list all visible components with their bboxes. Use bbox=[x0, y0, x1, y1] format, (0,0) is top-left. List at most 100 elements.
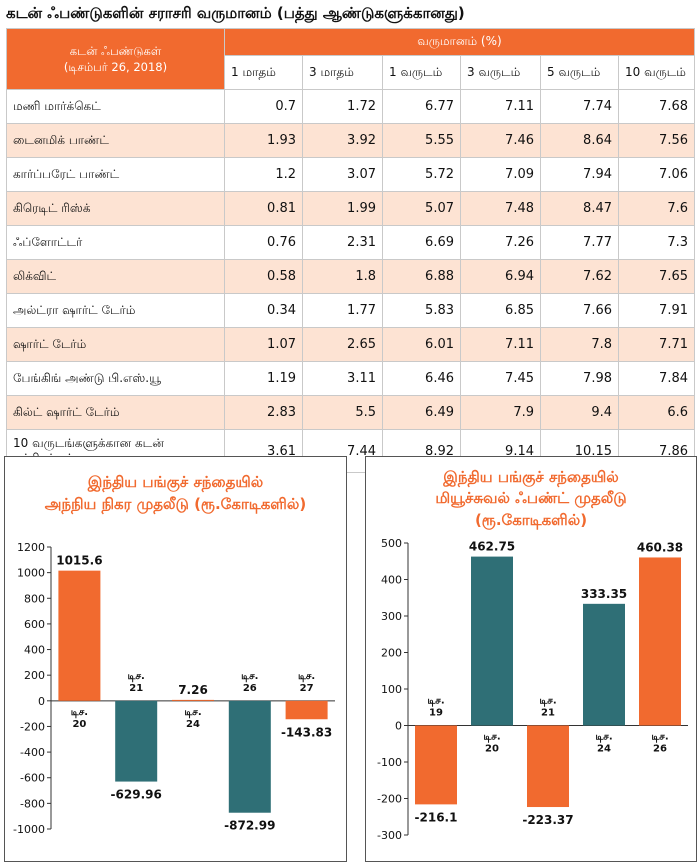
table-row: மணி மார்க்கெட் 0.7 1.72 6.77 7.11 7.74 7.68 bbox=[6, 89, 695, 124]
return-value: 3.11 bbox=[302, 361, 383, 396]
table-row: லிக்விட் 0.58 1.8 6.88 6.94 7.62 7.65 bbox=[6, 259, 695, 294]
return-value: 7.62 bbox=[540, 259, 619, 294]
bar-value-label: 460.38 bbox=[637, 540, 683, 554]
bar-value-label: 1015.6 bbox=[56, 554, 102, 568]
y-tick-label: -300 bbox=[377, 829, 402, 842]
category-label: டிச. bbox=[241, 671, 258, 682]
category-label: டிச. bbox=[595, 732, 612, 743]
return-value: 1.8 bbox=[302, 259, 383, 294]
page-title: கடன் ஃபண்டுகளின் சராசரி வருமானம் (பத்து … bbox=[6, 4, 465, 22]
return-value: 6.6 bbox=[618, 395, 695, 430]
return-value: 1.77 bbox=[302, 293, 383, 328]
return-value: 7.09 bbox=[460, 157, 541, 192]
table-row: பேங்கிங் அண்டு பி.எஸ்.யூ 1.19 3.11 6.46 7.45… bbox=[6, 361, 695, 396]
return-value: 7.68 bbox=[618, 89, 695, 124]
y-tick-label: 800 bbox=[24, 592, 45, 605]
returns-group-header: வருமானம் (%) bbox=[224, 28, 695, 56]
y-tick-label: -200 bbox=[377, 793, 402, 806]
category-label: 27 bbox=[300, 683, 314, 694]
category-label: 26 bbox=[653, 744, 667, 755]
y-tick-label: 1200 bbox=[17, 541, 45, 554]
y-tick-label: 0 bbox=[395, 720, 402, 733]
fund-name: கில்ட் ஷார்ட் டேர்ம் bbox=[6, 395, 225, 430]
return-value: 8.64 bbox=[540, 123, 619, 158]
return-value: 1.2 bbox=[224, 157, 303, 192]
debt-fund-returns-table: கடன் ஃபண்டுகள் (டிசம்பர் 26, 2018) வருமா… bbox=[6, 28, 695, 473]
category-label: டிச. bbox=[483, 732, 500, 743]
category-label: 24 bbox=[597, 744, 611, 755]
return-value: 2.65 bbox=[302, 327, 383, 362]
return-value: 0.7 bbox=[224, 89, 303, 124]
period-header: 3 வருடம் bbox=[460, 55, 541, 90]
bar bbox=[58, 570, 101, 701]
category-label: 26 bbox=[243, 683, 257, 694]
return-value: 7.11 bbox=[460, 327, 541, 362]
period-header: 1 வருடம் bbox=[382, 55, 461, 90]
return-value: 0.58 bbox=[224, 259, 303, 294]
bar-value-label: 7.26 bbox=[178, 683, 208, 697]
return-value: 0.81 bbox=[224, 191, 303, 226]
y-tick-label: 0 bbox=[38, 695, 45, 708]
fund-name: ஷார்ட் டேர்ம் bbox=[6, 327, 225, 362]
category-label: 21 bbox=[129, 683, 143, 694]
chart1-title-line2: அந்நிய நிகர முதலீடு (ரூ.கோடிகளில்) bbox=[44, 495, 307, 513]
fund-name: அல்ட்ரா ஷார்ட் டேர்ம் bbox=[6, 293, 225, 328]
y-tick-label: 600 bbox=[24, 618, 45, 631]
bar-value-label: -143.83 bbox=[281, 725, 332, 739]
bar bbox=[415, 725, 457, 805]
bar-value-label: -223.37 bbox=[522, 813, 573, 827]
return-value: 7.45 bbox=[460, 361, 541, 396]
table-row: அல்ட்ரா ஷார்ட் டேர்ம் 0.34 1.77 5.83 6.85 7.6… bbox=[6, 293, 695, 328]
fund-name: பேங்கிங் அண்டு பி.எஸ்.யூ bbox=[6, 361, 225, 396]
fund-name: கார்ப்பரேட் பாண்ட் bbox=[6, 157, 225, 192]
fund-header-date: (டிசம்பர் 26, 2018) bbox=[63, 60, 168, 74]
return-value: 7.56 bbox=[618, 123, 695, 158]
y-tick-label: -400 bbox=[20, 746, 45, 759]
table-row: டைனமிக் பாண்ட் 1.93 3.92 5.55 7.46 8.64 7.56 bbox=[6, 123, 695, 158]
y-tick-label: 300 bbox=[381, 610, 402, 623]
return-value: 3.92 bbox=[302, 123, 383, 158]
bar-value-label: 333.35 bbox=[581, 587, 627, 601]
chart1-title-line1: இந்திய பங்குச் சந்தையில் bbox=[87, 473, 264, 491]
return-value: 7.77 bbox=[540, 225, 619, 260]
y-tick-label: -800 bbox=[20, 797, 45, 810]
category-label: 20 bbox=[72, 719, 86, 730]
period-header: 10 வருடம் bbox=[618, 55, 695, 90]
return-value: 7.94 bbox=[540, 157, 619, 192]
return-value: 6.01 bbox=[382, 327, 461, 362]
bar-value-label: -629.96 bbox=[111, 788, 162, 802]
bar bbox=[583, 603, 625, 726]
category-label: டிச. bbox=[298, 671, 315, 682]
return-value: 1.19 bbox=[224, 361, 303, 396]
y-tick-label: -200 bbox=[20, 720, 45, 733]
mf-investment-chart-panel: இந்திய பங்குச் சந்தையில் மியூச்சுவல் ஃபண… bbox=[365, 456, 697, 862]
return-value: 5.72 bbox=[382, 157, 461, 192]
return-value: 6.46 bbox=[382, 361, 461, 396]
return-value: 7.84 bbox=[618, 361, 695, 396]
bar bbox=[527, 725, 569, 808]
return-value: 6.69 bbox=[382, 225, 461, 260]
y-tick-label: 100 bbox=[381, 683, 402, 696]
category-label: டிச. bbox=[71, 707, 88, 718]
category-label: டிச. bbox=[539, 696, 556, 707]
bar bbox=[115, 700, 158, 782]
table-row: கார்ப்பரேட் பாண்ட் 1.2 3.07 5.72 7.09 7.94 7.0… bbox=[6, 157, 695, 192]
return-value: 7.9 bbox=[460, 395, 541, 430]
bar bbox=[172, 699, 214, 701]
return-value: 6.49 bbox=[382, 395, 461, 430]
fund-header-cell: கடன் ஃபண்டுகள் (டிசம்பர் 26, 2018) bbox=[6, 28, 225, 90]
fund-name: லிக்விட் bbox=[6, 259, 225, 294]
table-row: ஃப்ளோட்டர் 0.76 2.31 6.69 7.26 7.77 7.3 bbox=[6, 225, 695, 260]
table-row: கிரெடிட் ரிஸ்க் 0.81 1.99 5.07 7.48 8.47 7.6 bbox=[6, 191, 695, 226]
period-header: 1 மாதம் bbox=[224, 55, 303, 90]
category-label: 21 bbox=[541, 708, 555, 719]
return-value: 5.55 bbox=[382, 123, 461, 158]
return-value: 8.47 bbox=[540, 191, 619, 226]
bar-value-label: 462.75 bbox=[469, 540, 515, 554]
fund-name: கிரெடிட் ரிஸ்க் bbox=[6, 191, 225, 226]
return-value: 7.48 bbox=[460, 191, 541, 226]
return-value: 6.77 bbox=[382, 89, 461, 124]
bar bbox=[471, 556, 513, 726]
chart2-title-line1: இந்திய பங்குச் சந்தையில் bbox=[443, 468, 619, 486]
table-row: கில்ட் ஷார்ட் டேர்ம் 2.83 5.5 6.49 7.9 9.4 6.6 bbox=[6, 395, 695, 430]
